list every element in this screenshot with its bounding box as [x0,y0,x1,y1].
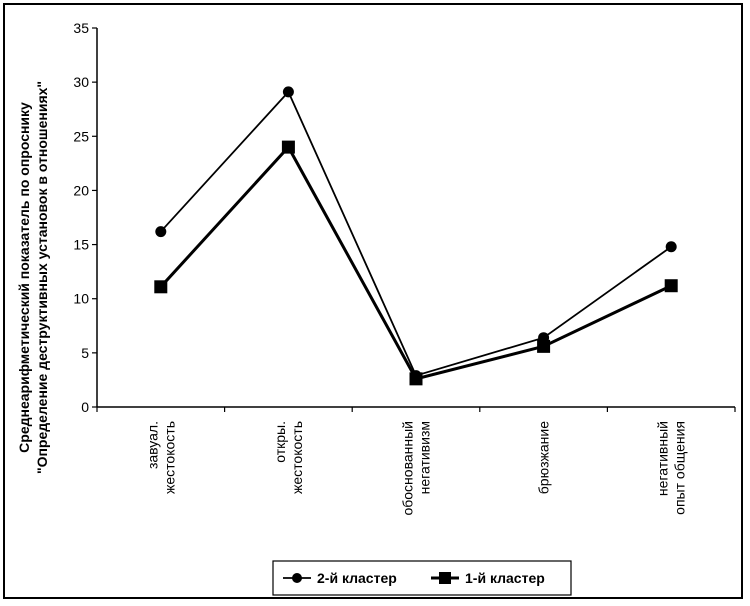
y-tick-label: 35 [73,20,89,36]
x-category-label-line: обоснованный [400,421,416,516]
y-tick-label: 15 [73,237,89,253]
line-chart: Среднеарифметический показатель по опрос… [16,20,736,596]
series-1 [155,86,677,382]
x-category-label: обоснованный негативизм [400,421,433,516]
y-ticks: 0 5 10 15 20 25 30 35 [73,20,97,415]
x-category-label: негативный опыт общения [655,421,688,515]
y-tick-label: 25 [73,128,89,144]
data-point [154,280,168,294]
y-tick-label: 0 [81,399,89,415]
data-point [664,279,678,293]
series-2 [154,140,678,386]
y-axis-title: Среднеарифметический показатель по опрос… [16,81,50,474]
legend-label: 2-й кластер [317,570,397,586]
data-point [665,241,677,253]
y-tick-label: 5 [81,345,89,361]
series-line [159,144,672,381]
legend-box [272,560,572,596]
x-category-label-line: негативный [655,421,671,496]
data-point [282,86,294,98]
series-line [160,90,672,377]
legend-marker [439,572,451,584]
data-point [281,140,295,154]
x-category-label-line: брюзжание [536,421,552,494]
x-category-label-line: жестокость [289,421,305,494]
data-point [409,372,423,386]
legend-marker [292,573,302,583]
x-category-label-line: завуал. [144,421,160,469]
y-axis-title-line: "Определение деструктивных установок в о… [34,81,50,474]
data-point [155,226,167,238]
legend-item: 2-й кластер [283,570,397,586]
x-category-label: завуал. жестокость [144,421,177,494]
legend: 2-й кластер 1-й кластер [272,560,572,596]
y-axis-label: Среднеарифметический показатель по опрос… [16,81,50,474]
series-layer [154,86,678,386]
x-category-label: откры. жестокость [272,421,305,494]
chart-frame: Среднеарифметический показатель по опрос… [3,3,743,599]
x-category-label-line: откры. [272,421,288,463]
y-axis-title-line: Среднеарифметический показатель по опрос… [16,102,32,453]
x-category-label: брюзжание [536,421,552,494]
legend-item: 1-й кластер [431,570,545,586]
data-point [537,339,551,353]
y-tick-label: 20 [73,182,89,198]
x-category-label-line: жестокость [161,421,177,494]
y-tick-label: 30 [73,74,89,90]
x-category-label-line: опыт общения [672,421,688,515]
y-tick-label: 10 [73,291,89,307]
x-category-label-line: негативизм [417,421,433,494]
legend-label: 1-й кластер [465,570,545,586]
x-ticks: завуал. жестокость откры. жестокость обоснов… [96,407,736,516]
axes [96,28,735,408]
